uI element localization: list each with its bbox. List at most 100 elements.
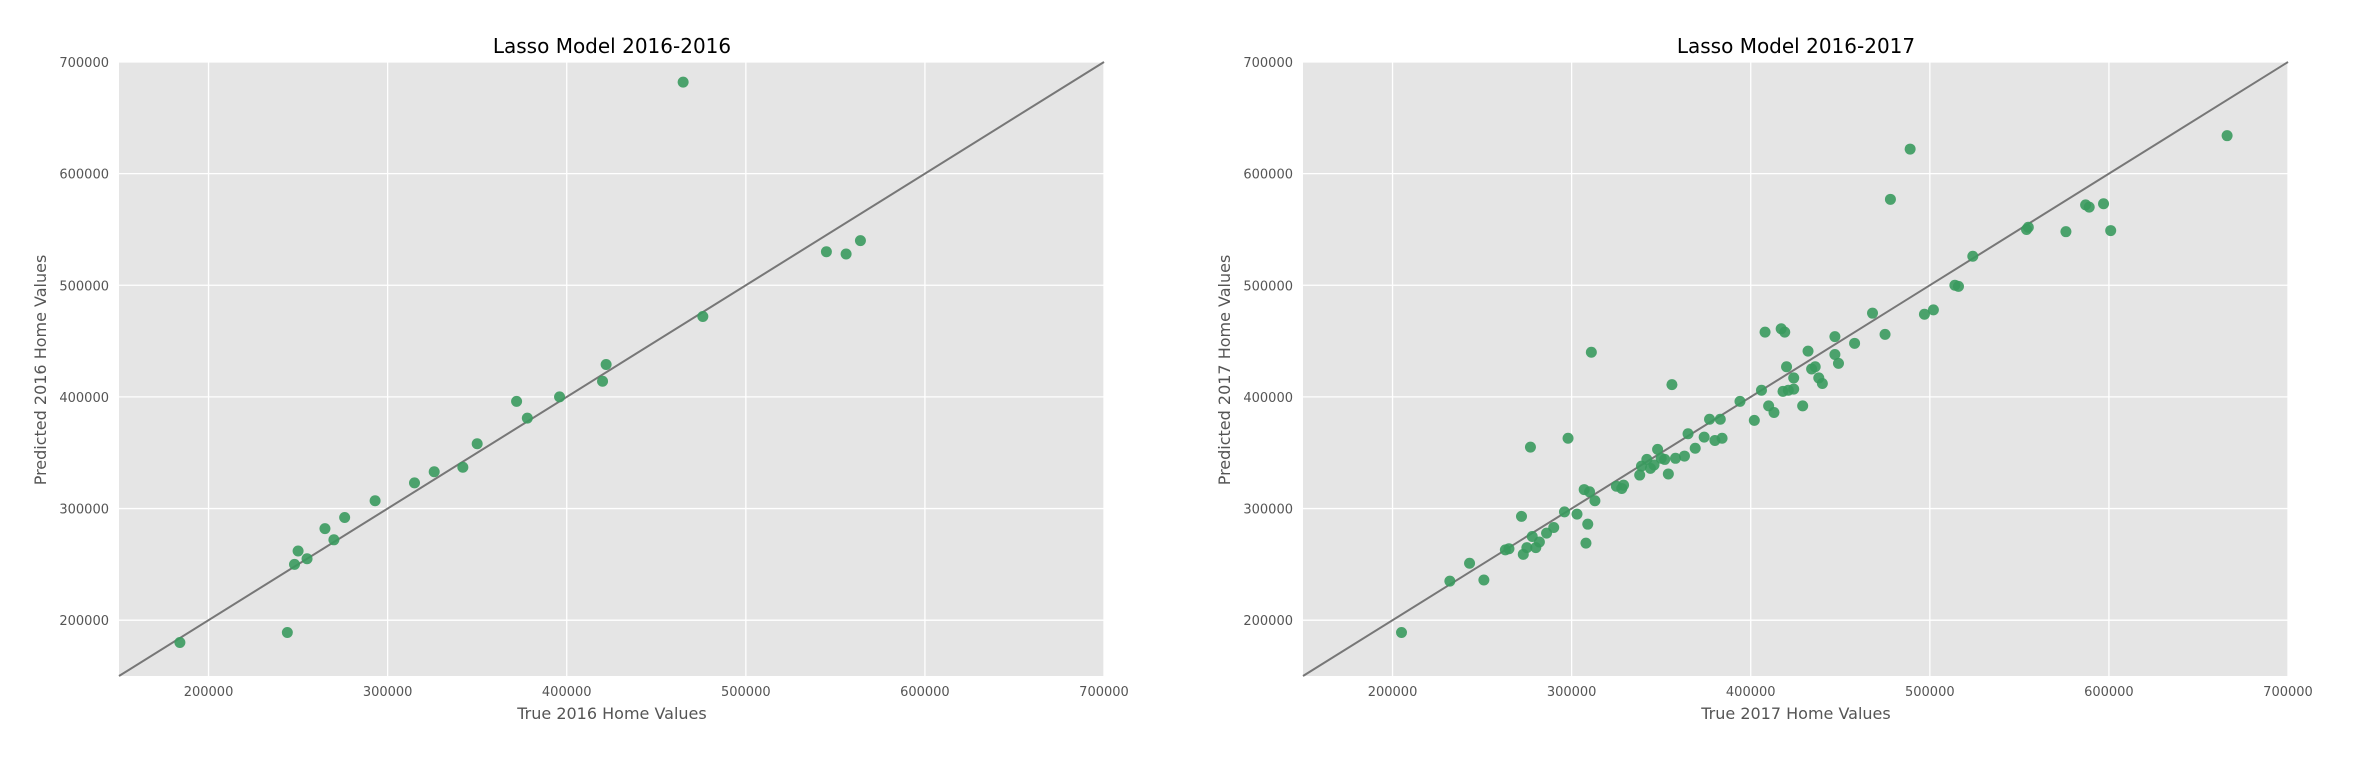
chart-panel-2016-2017: 200000 300000 400000 500000 600000 700000 200…	[1215, 34, 2313, 723]
data-point	[2221, 130, 2233, 142]
data-point	[369, 495, 381, 507]
data-point	[1524, 441, 1536, 453]
data-point	[697, 311, 709, 323]
data-point	[1515, 510, 1527, 522]
data-point	[2098, 198, 2110, 210]
data-point	[1682, 428, 1694, 440]
identity-line	[1302, 61, 2289, 677]
data-point	[409, 477, 420, 489]
data-point	[319, 523, 331, 535]
data-point	[1759, 326, 1771, 338]
x-axis-label: True 2017 Home Values	[1700, 704, 1890, 723]
data-point	[511, 395, 523, 407]
data-point	[521, 412, 533, 424]
y-tick-label: 200000	[59, 614, 109, 629]
data-point	[1704, 413, 1716, 425]
data-point	[1533, 536, 1545, 548]
x-tick-label: 600000	[900, 685, 950, 700]
x-tick-label: 300000	[363, 685, 413, 700]
x-tick-label: 500000	[721, 685, 771, 700]
data-point	[1589, 495, 1601, 507]
data-point	[1927, 304, 1939, 316]
data-point	[1797, 400, 1809, 412]
data-point	[600, 359, 612, 371]
data-point	[1967, 250, 1979, 262]
data-point	[1580, 537, 1592, 549]
x-tick-label: 700000	[1079, 685, 1129, 700]
data-point	[840, 248, 852, 260]
data-point	[1698, 431, 1710, 443]
data-point	[471, 438, 483, 450]
data-point	[2105, 225, 2117, 237]
data-point	[301, 553, 313, 565]
data-point	[1571, 508, 1583, 520]
x-tick-labels: 200000 300000 400000 500000 600000 700000	[1368, 685, 2313, 700]
data-point	[1670, 452, 1682, 464]
y-tick-label: 400000	[1243, 391, 1293, 406]
chart-panel-2016-2016: 200000 300000 400000 500000 600000 700000 200…	[31, 34, 1129, 723]
chart-title: Lasso Model 2016-2016	[493, 34, 731, 58]
data-point	[1634, 469, 1646, 481]
data-point	[677, 76, 689, 88]
data-point	[1396, 626, 1407, 638]
y-tick-label: 500000	[1243, 279, 1293, 294]
x-tick-label: 400000	[1726, 685, 1776, 700]
data-point	[2022, 221, 2034, 233]
data-point	[1809, 361, 1821, 373]
data-point	[1734, 395, 1746, 407]
y-tick-labels: 200000 300000 400000 500000 600000 700000	[1243, 56, 1293, 629]
data-point	[1816, 378, 1828, 390]
data-points	[174, 76, 866, 649]
data-point	[1781, 361, 1793, 373]
data-point	[1714, 413, 1726, 425]
y-tick-label: 700000	[59, 56, 109, 71]
x-tick-labels: 200000 300000 400000 500000 600000 700000	[184, 685, 1129, 700]
data-point	[1884, 193, 1896, 205]
data-point	[1662, 468, 1674, 480]
y-axis-label: Predicted 2017 Home Values	[1215, 255, 1234, 486]
data-point	[1788, 383, 1800, 395]
data-point	[2083, 201, 2095, 213]
identity-line	[118, 61, 1105, 677]
data-point	[820, 246, 832, 258]
chart-title: Lasso Model 2016-2017	[1677, 34, 1915, 58]
x-tick-label: 500000	[1905, 685, 1955, 700]
y-tick-label: 400000	[59, 391, 109, 406]
data-point	[1867, 307, 1879, 319]
data-point	[281, 626, 293, 638]
x-tick-label: 200000	[1368, 685, 1418, 700]
data-point	[1585, 346, 1597, 358]
data-point	[174, 637, 186, 649]
x-tick-label: 200000	[184, 685, 234, 700]
data-point	[1562, 432, 1574, 444]
x-tick-label: 300000	[1547, 685, 1597, 700]
data-point	[1618, 479, 1630, 491]
data-point	[597, 375, 609, 387]
data-points	[1396, 130, 2233, 638]
data-point	[1829, 348, 1841, 360]
data-point	[1558, 506, 1570, 518]
x-tick-label: 400000	[542, 685, 592, 700]
y-tick-label: 600000	[59, 168, 109, 183]
data-point	[1689, 442, 1701, 454]
data-point	[1755, 384, 1767, 396]
data-point	[1952, 280, 1964, 292]
data-point	[1548, 522, 1560, 534]
y-tick-label: 300000	[59, 503, 109, 518]
gridlines	[1303, 61, 2289, 676]
data-point	[289, 558, 301, 570]
data-point	[1716, 432, 1728, 444]
data-point	[428, 466, 440, 478]
data-point	[1521, 542, 1533, 554]
data-point	[854, 235, 866, 247]
data-point	[1678, 450, 1690, 462]
data-point	[1904, 143, 1916, 155]
data-point	[2060, 226, 2072, 238]
data-point	[1768, 407, 1780, 419]
y-tick-labels: 200000 300000 400000 500000 600000 700000	[59, 56, 109, 629]
y-tick-label: 500000	[59, 279, 109, 294]
data-point	[1748, 414, 1760, 426]
data-point	[457, 461, 469, 473]
x-tick-label: 600000	[2084, 685, 2134, 700]
